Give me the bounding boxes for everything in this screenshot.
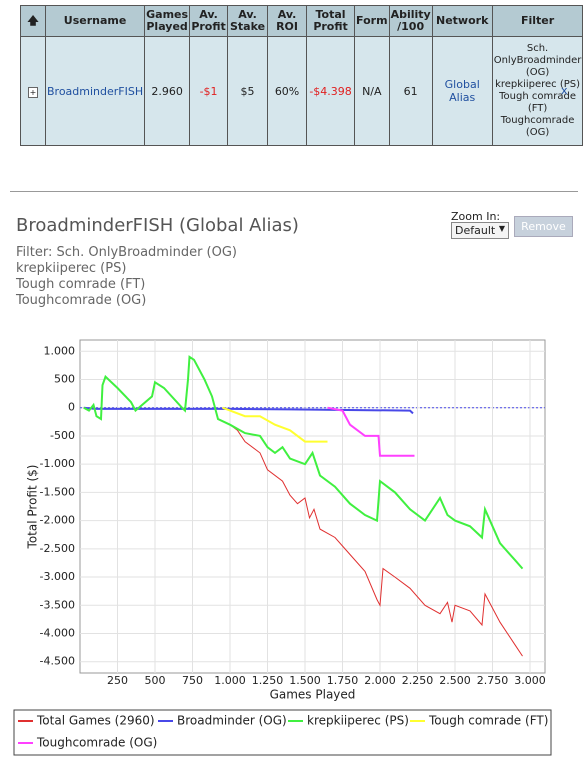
filter-line: Sch. OnlyBroadminder (OG)	[493, 43, 582, 78]
header-row: 🡅 Username Games Played Av. Profit Av. Stake…	[20, 5, 584, 37]
filter-text: Toughcomrade (OG)	[16, 293, 147, 308]
cell: N/A	[354, 36, 390, 146]
y-tick-label: -2.500	[40, 542, 75, 555]
legend-label: Toughcomrade (OG)	[36, 736, 157, 750]
column-header: Av. ROI	[267, 5, 308, 37]
column-header: Form	[354, 5, 390, 37]
y-tick-label: -4.500	[40, 655, 75, 668]
y-tick-label: -3.500	[40, 598, 75, 611]
y-tick-label: -4.000	[40, 626, 75, 639]
x-tick-label: 1.500	[289, 674, 321, 687]
cell: 61	[388, 36, 433, 146]
column-header: Filter	[491, 5, 584, 37]
x-tick-label: 1.750	[327, 674, 359, 687]
x-tick-label: 3.000	[514, 674, 546, 687]
legend-box	[13, 709, 552, 756]
filter-text: Filter: Sch. OnlyBroadminder (OG)	[16, 245, 237, 260]
zoom-value: Default	[455, 224, 496, 237]
x-tick-label: 2.500	[439, 674, 471, 687]
plot-area	[79, 339, 546, 674]
filter-cell: Sch. OnlyBroadminder (OG) krepkiiperec (P…	[491, 36, 584, 146]
column-header: Av. Stake	[227, 5, 269, 37]
series-line	[83, 406, 414, 415]
data-row: + BroadminderFISH 2.960 -$1 $5 60% -$4.398 N/A 6…	[20, 36, 584, 146]
profile-title: BroadminderFISH (Global Alias)	[16, 215, 299, 236]
cell: $5	[227, 36, 269, 146]
filter-line: Toughcomrade (OG)	[500, 115, 575, 138]
column-header: Total Profit	[306, 5, 356, 37]
legend-label: Broadminder (OG)	[177, 714, 287, 728]
series-line	[222, 406, 328, 443]
y-axis-label: Total Profit ($)	[26, 465, 40, 550]
filter-line: Tough comrade (FT)	[499, 91, 576, 114]
column-header: Username	[44, 5, 146, 37]
x-tick-label: 1.250	[252, 674, 284, 687]
x-tick-label: 250	[107, 674, 128, 687]
column-header: Network	[431, 5, 493, 37]
series-line	[327, 406, 415, 457]
sort-icon[interactable]: 🡅	[20, 5, 46, 37]
y-tick-label: -1.000	[40, 457, 75, 470]
cell: 60%	[267, 36, 308, 146]
x-tick-label: 2.250	[402, 674, 434, 687]
series-line	[83, 355, 524, 570]
zoom-label: Zoom In:	[451, 210, 501, 223]
filter-text: krepkiiperec (PS)	[16, 261, 127, 276]
column-header: Ability /100	[388, 5, 433, 37]
remove-link[interactable]: x	[561, 84, 568, 97]
y-tick-label: -3.000	[40, 570, 75, 583]
divider	[10, 191, 578, 192]
expand-icon[interactable]: +	[20, 36, 46, 146]
cell: -$1	[189, 36, 229, 146]
filter-line: krepkiiperec (PS)	[495, 79, 581, 90]
column-header: Av. Profit	[189, 5, 229, 37]
y-tick-label: -1.500	[40, 485, 75, 498]
cell[interactable]: BroadminderFISH	[44, 36, 146, 146]
legend-label: Total Games (2960)	[36, 714, 155, 728]
filter-text: Tough comrade (FT)	[16, 277, 146, 292]
y-tick-label: 0	[68, 401, 75, 414]
legend-label: krepkiiperec (PS)	[307, 714, 409, 728]
x-tick-label: 750	[182, 674, 203, 687]
x-tick-label: 2.000	[364, 674, 396, 687]
legend-label: Tough comrade (FT)	[428, 714, 548, 728]
y-tick-label: -2.000	[40, 514, 75, 527]
column-header: Games Played	[144, 5, 191, 37]
remove-button[interactable]: Remove	[514, 216, 573, 237]
stats-table: 🡅 Username Games Played Av. Profit Av. Stake…	[20, 5, 584, 146]
zoom-select[interactable]: Default ▼	[451, 222, 509, 239]
x-tick-label: 500	[145, 674, 166, 687]
cell: 2.960	[144, 36, 191, 146]
y-tick-label: 500	[54, 373, 75, 386]
x-tick-label: 2.750	[477, 674, 509, 687]
y-tick-label: -500	[50, 429, 75, 442]
cell[interactable]: Global Alias	[431, 36, 493, 146]
x-tick-label: 1.000	[214, 674, 246, 687]
x-axis-label: Games Played	[270, 688, 356, 702]
y-tick-label: 1.000	[44, 344, 76, 357]
cell: -$4.398	[306, 36, 356, 146]
